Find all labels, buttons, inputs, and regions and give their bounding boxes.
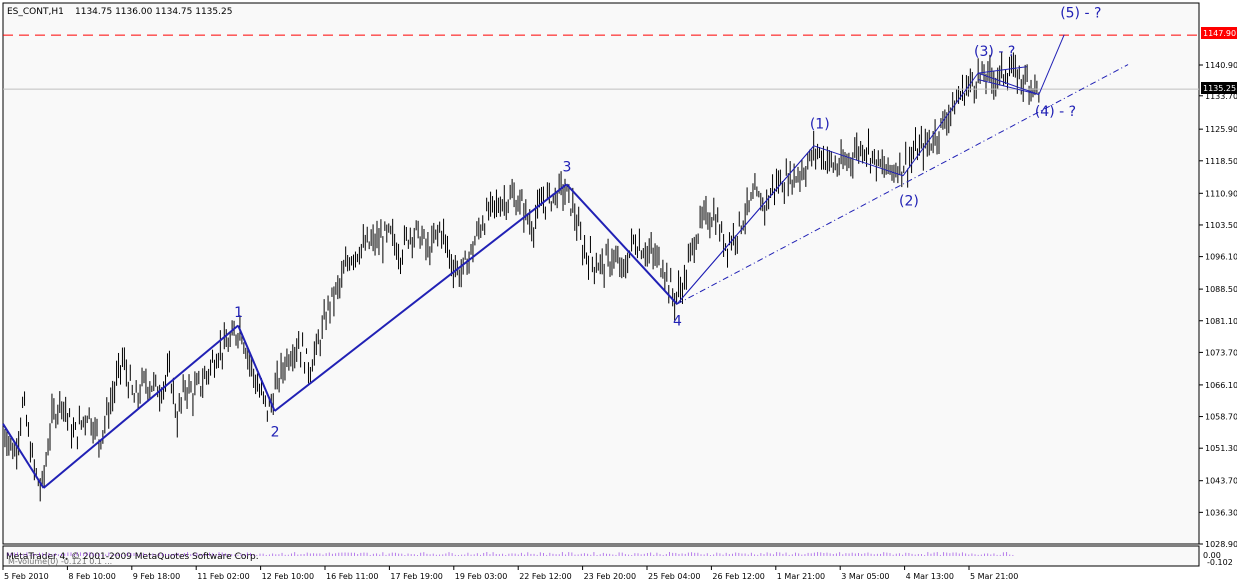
price-tick-label: 1096.10 — [1205, 253, 1237, 262]
subwindow-scale-bottom: -0.102 — [1207, 558, 1233, 567]
price-bars — [2, 51, 1040, 502]
time-tick-label: 3 Mar 05:00 — [841, 572, 889, 581]
wave-label: (1) — [810, 117, 830, 133]
wave-triangle-top — [977, 66, 1027, 74]
price-tick-label: 1140.90 — [1205, 61, 1237, 70]
time-tick-label: 5 Feb 2010 — [4, 572, 49, 581]
price-tick-label: 1118.50 — [1205, 157, 1237, 166]
time-tick-label: 19 Feb 03:00 — [455, 572, 507, 581]
time-tick-label: 26 Feb 12:00 — [712, 572, 764, 581]
wave-segment — [274, 183, 568, 412]
wave-segment — [902, 72, 979, 177]
wave-segment — [813, 145, 904, 177]
price-tick-label: 1058.70 — [1205, 413, 1237, 422]
wave-label: 3 — [563, 159, 572, 175]
wave-label: (3) - ? — [974, 44, 1015, 60]
wave-segment — [2, 423, 45, 489]
plot-area — [2, 2, 1200, 545]
subwindow-scale-top: 0.00 — [1203, 551, 1221, 560]
time-tick-label: 17 Feb 19:00 — [390, 572, 442, 581]
time-tick-label: 25 Feb 04:00 — [648, 572, 700, 581]
wave-segment — [237, 325, 276, 412]
subwindow-histogram — [7, 552, 1014, 556]
price-tick-label: 1081.10 — [1205, 317, 1237, 326]
wave-lines — [2, 34, 1199, 489]
time-tick-label: 22 Feb 12:00 — [519, 572, 571, 581]
time-tick-label: 4 Mar 13:00 — [906, 572, 954, 581]
time-tick-label: 11 Feb 02:00 — [197, 572, 249, 581]
price-tick-label: 1036.30 — [1205, 508, 1237, 517]
current-price-tag-label: 1135.25 — [1203, 84, 1236, 93]
current-price-tag — [1201, 82, 1237, 94]
wave-label: (4) - ? — [1035, 104, 1076, 120]
time-tick-label: 5 Mar 21:00 — [970, 572, 1018, 581]
price-tick-label: 1028.90 — [1205, 540, 1237, 549]
wave-label: 4 — [673, 313, 682, 329]
price-tick-label: 1066.10 — [1205, 381, 1237, 390]
wave-triangle-bottom — [977, 79, 1039, 95]
channel-trendline — [676, 64, 1129, 305]
price-tick-label: 1133.70 — [1205, 92, 1237, 101]
subwindow-overlay: M-Volume(0) -0.121 0.1 ... — [8, 557, 112, 566]
level-tag — [1201, 27, 1237, 39]
time-tick-label: 23 Feb 20:00 — [584, 572, 636, 581]
time-tick-label: 9 Feb 18:00 — [133, 572, 180, 581]
time-axis: 5 Feb 2010 8 Feb 10:00 9 Feb 18:00 11 Feb 0… — [2, 566, 1018, 581]
wave-segment — [977, 72, 1040, 95]
header-symbol: ES_CONT,H1 — [7, 7, 64, 17]
wave-segment — [565, 183, 678, 305]
time-tick-label: 8 Feb 10:00 — [68, 572, 115, 581]
time-tick-label: 12 Feb 10:00 — [262, 572, 314, 581]
wave-labels: 1 2 3 4 (1) (2) (3) - ? (4) - ? (5) - ? — [234, 6, 1101, 441]
time-tick-label: 16 Feb 11:00 — [326, 572, 378, 581]
level-tag-label: 1147.90 — [1203, 29, 1236, 38]
price-tick-label: 1073.70 — [1205, 348, 1237, 357]
subwindow-copyright: MetaTrader 4, © 2001-2009 MetaQuotes Sof… — [6, 552, 259, 562]
price-tick-label: 1125.90 — [1205, 125, 1237, 134]
subwindow-area — [2, 545, 1200, 567]
price-axis: 1140.90 1133.70 1125.90 1118.50 1110.90 1103.… — [1199, 61, 1237, 549]
price-tick-label: 1103.50 — [1205, 221, 1237, 230]
header-ohlc: 1134.75 1136.00 1134.75 1135.25 — [75, 7, 232, 17]
wave-segment — [1038, 34, 1065, 95]
wave-label: 2 — [271, 425, 280, 441]
price-tick-label: 1088.50 — [1205, 285, 1237, 294]
wave-subsegment — [676, 145, 815, 305]
time-tick-label: 1 Mar 21:00 — [777, 572, 825, 581]
price-tick-label: 1110.90 — [1205, 189, 1237, 198]
wave-segment — [42, 324, 239, 489]
wave-label: (2) — [899, 194, 919, 210]
price-tick-label: 1043.70 — [1205, 477, 1237, 486]
wave-label: (5) - ? — [1060, 6, 1101, 22]
wave-label: 1 — [234, 305, 243, 321]
price-tick-label: 1051.30 — [1205, 444, 1237, 453]
